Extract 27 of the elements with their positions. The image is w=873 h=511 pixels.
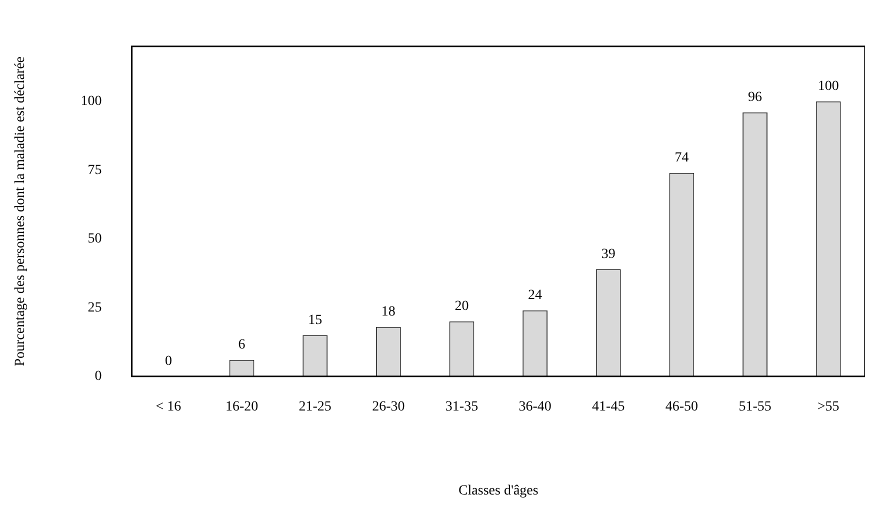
x-tick-label: 16-20 [225,399,258,414]
x-tick-label: < 16 [156,399,182,414]
y-axis-title: Pourcentage des personnes dont la maladie est déclarée [13,56,28,366]
y-tick-label: 75 [88,162,102,178]
data-label: 96 [748,90,762,106]
x-tick-label: 31-35 [445,399,478,414]
data-label: 6 [238,338,246,353]
y-tick-label: 100 [80,94,102,110]
x-tick-label: 46-50 [665,399,698,414]
data-label: 39 [601,246,616,262]
data-label: 18 [381,304,396,320]
x-tick-label: 41-45 [592,399,625,414]
data-label: 0 [164,354,172,370]
y-tick-label: 0 [94,369,102,384]
x-tick-label: 26-30 [372,399,405,414]
data-label: 74 [674,150,689,166]
data-label: 24 [528,288,542,304]
x-tick-label: 51-55 [738,399,772,414]
x-tick-label: 21-25 [298,399,332,414]
x-tick-label: >55 [817,399,840,414]
x-axis-title: Classes d'âges [458,483,538,498]
y-tick-label: 25 [88,300,102,316]
data-label: 15 [308,312,322,328]
data-label: 100 [818,79,839,94]
x-tick-label: 36-40 [518,399,552,414]
data-label: 20 [454,299,469,314]
y-tick-label: 50 [88,232,102,247]
